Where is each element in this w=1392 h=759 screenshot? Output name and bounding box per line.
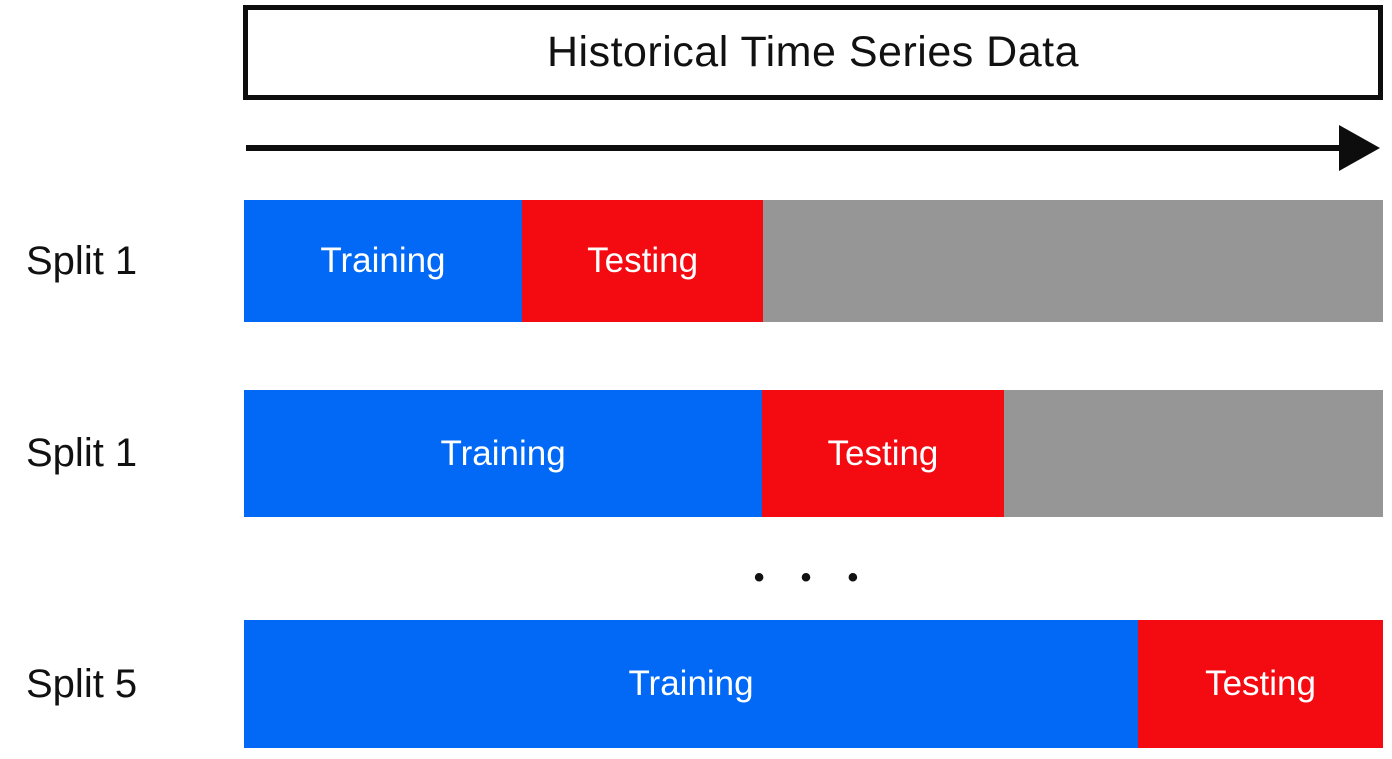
training-segment-label: Training <box>628 664 754 703</box>
testing-segment-label: Testing <box>1205 664 1316 703</box>
split-label: Split 1 <box>26 238 138 283</box>
split-row: Split 1 Training Testing <box>0 200 1392 322</box>
split-label: Split 1 <box>26 431 138 475</box>
training-segment: Training <box>244 620 1139 748</box>
diagram-title: Historical Time Series Data <box>546 28 1080 76</box>
timeline-arrow-icon <box>246 125 1380 171</box>
unused-segment <box>763 200 1383 322</box>
split-label: Split 5 <box>26 661 138 706</box>
unused-segment <box>1003 390 1383 517</box>
testing-segment-label: Testing <box>827 433 939 473</box>
testing-segment-label: Testing <box>587 241 699 280</box>
split-bars: Training Testing <box>244 390 1383 517</box>
training-segment-label: Training <box>320 241 446 280</box>
split-row: Split 5 Training Testing <box>0 620 1392 748</box>
title-box: Historical Time Series Data <box>243 5 1383 100</box>
testing-segment: Testing <box>1138 620 1383 748</box>
training-segment: Training <box>244 200 522 322</box>
testing-segment: Testing <box>762 390 1004 517</box>
training-segment-label: Training <box>440 433 566 473</box>
training-segment: Training <box>244 390 763 517</box>
split-bars: Training Testing <box>244 200 1383 322</box>
split-row: Split 1 Training Testing <box>0 390 1392 517</box>
testing-segment: Testing <box>521 200 764 322</box>
split-bars: Training Testing <box>244 620 1383 748</box>
ellipsis-dots: • • • <box>753 561 873 594</box>
ellipsis-row: • • • <box>243 550 1383 606</box>
